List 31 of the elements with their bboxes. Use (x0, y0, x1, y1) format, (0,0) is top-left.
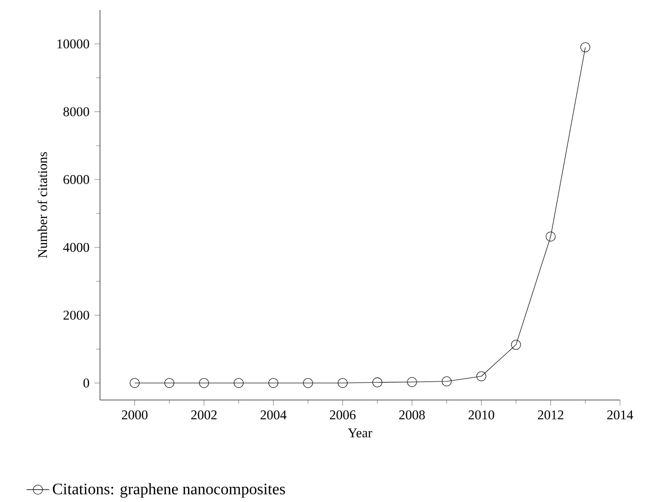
y-tick-label: 8000 (63, 107, 90, 116)
y-tick-label: 0 (83, 378, 90, 388)
point (338, 378, 348, 388)
y-tick-label: 2000 (64, 310, 90, 320)
legend-label: Citations: graphene nanocomposites (52, 483, 285, 498)
point (130, 378, 140, 388)
y-tick-label: 4000 (63, 242, 90, 252)
point (234, 378, 244, 388)
x-tick-label: 2008 (399, 410, 425, 420)
x-axis-title: Year (348, 428, 372, 438)
point (407, 377, 417, 387)
point (164, 378, 174, 388)
x-tick-label: 2014 (607, 410, 634, 420)
point (580, 42, 590, 52)
point (303, 378, 313, 388)
point (199, 378, 209, 388)
x-tick-label: 2000 (122, 410, 148, 420)
x-tick-label: 2012 (538, 410, 564, 420)
point (268, 378, 278, 388)
y-tick-label: 6000 (64, 175, 90, 184)
x-tick-label: 2006 (330, 410, 356, 420)
x-tick-label: 2002 (191, 410, 217, 420)
point (476, 371, 486, 382)
point (372, 377, 382, 388)
point (546, 232, 556, 242)
point (442, 376, 452, 386)
y-axis-title: Number of citations (38, 152, 48, 258)
y-tick-label: 10000 (57, 39, 90, 48)
x-tick-label: 2010 (468, 410, 494, 420)
x-tick-label: 2004 (260, 410, 286, 420)
point (511, 340, 521, 350)
